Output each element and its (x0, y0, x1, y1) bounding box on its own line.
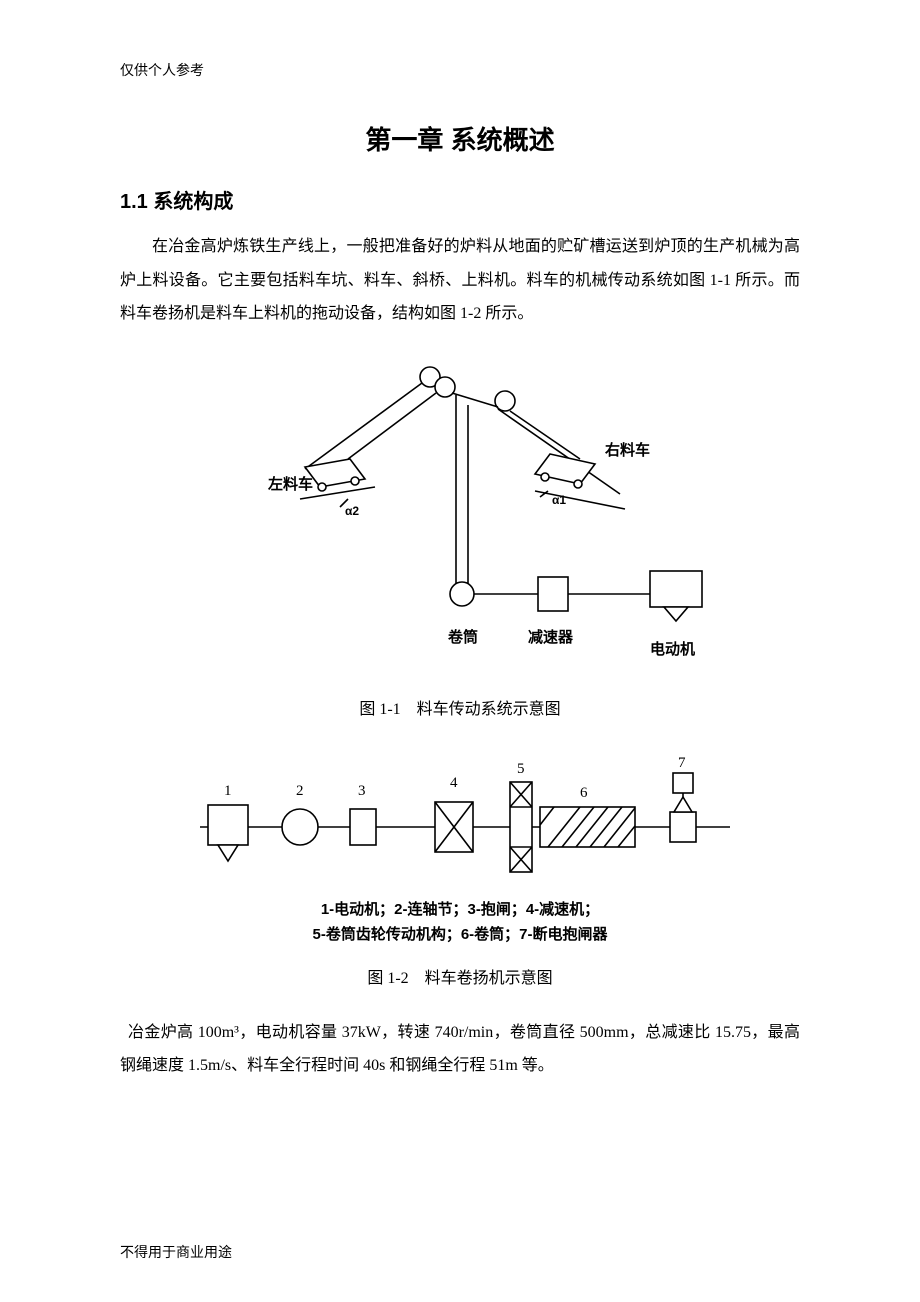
fig1-label-left-car: 左料车 (267, 475, 313, 493)
header-note: 仅供个人参考 (120, 60, 800, 80)
fig2-num-4: 4 (450, 775, 458, 791)
fig1-label-alpha1: α1 (552, 493, 566, 507)
footer-note: 不得用于商业用途 (120, 1242, 232, 1262)
paragraph-2: 冶金炉高 100m³，电动机容量 37kW，转速 740r/min，卷筒直径 5… (120, 1016, 800, 1083)
figure-2-container: 1 2 3 4 5 (120, 747, 800, 887)
fig2-num-7: 7 (678, 755, 686, 771)
section-title: 1.1 系统构成 (120, 185, 800, 214)
fig2-num-6: 6 (580, 785, 588, 801)
fig1-label-right-car: 右料车 (605, 441, 650, 459)
fig1-label-reducer: 减速器 (528, 628, 574, 646)
fig2-legend-line2: 5-卷筒齿轮传动机构；6-卷筒；7-断电抱闸器 (120, 922, 800, 948)
figure-1-container: 左料车 α2 右料车 α1 卷筒 减速器 电动机 (120, 359, 800, 679)
fig1-label-drum: 卷筒 (447, 628, 478, 646)
fig2-num-5: 5 (517, 761, 525, 777)
figure-1-caption: 图 1-1 料车传动系统示意图 (120, 695, 800, 719)
fig1-label-alpha2: α2 (345, 504, 359, 518)
fig2-num-2: 2 (296, 783, 304, 799)
figure-1-svg: 左料车 α2 右料车 α1 卷筒 减速器 电动机 (200, 359, 720, 679)
figure-2-caption: 图 1-2 料车卷扬机示意图 (120, 964, 800, 988)
fig2-num-1: 1 (224, 783, 232, 799)
fig1-label-motor: 电动机 (650, 640, 695, 658)
figure-2-legend: 1-电动机；2-连轴节；3-抱闸；4-减速机； 5-卷筒齿轮传动机构；6-卷筒；… (120, 897, 800, 948)
fig2-legend-line1: 1-电动机；2-连轴节；3-抱闸；4-减速机； (120, 897, 800, 923)
chapter-title: 第一章 系统概述 (120, 120, 800, 157)
fig2-num-3: 3 (358, 783, 366, 799)
paragraph-1: 在冶金高炉炼铁生产线上，一般把准备好的炉料从地面的贮矿槽运送到炉顶的生产机械为高… (120, 230, 800, 331)
figure-2-svg: 1 2 3 4 5 (180, 747, 740, 887)
